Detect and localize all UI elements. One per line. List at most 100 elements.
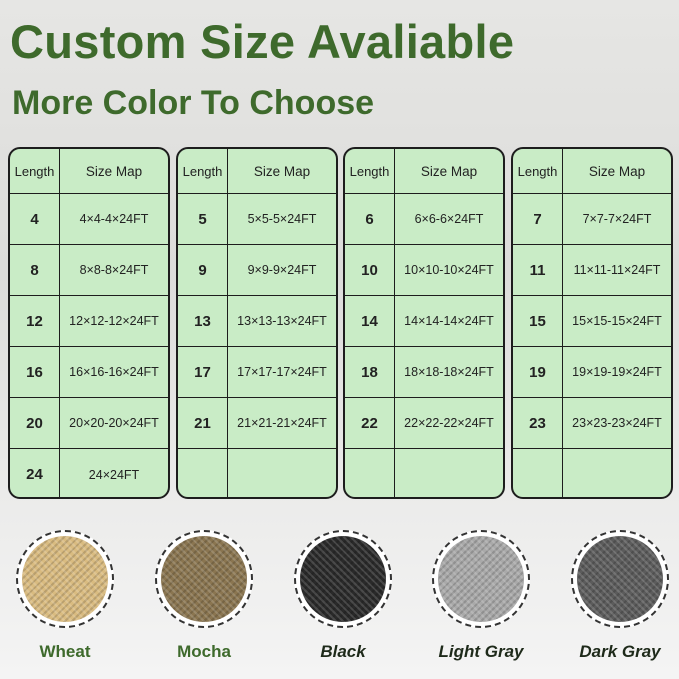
size-cell: 7×7-7×24FT [582, 212, 652, 226]
length-cell: 16 [10, 347, 60, 397]
length-header: Length [178, 149, 228, 193]
size-cell: 13×13-13×24FT [237, 314, 327, 328]
table-row: 14 14×14-14×24FT [345, 296, 503, 347]
header-row: Length Size Map [10, 149, 168, 194]
size-cell [228, 449, 336, 497]
table-row: 12 12×12-12×24FT [10, 296, 168, 347]
length-cell: 11 [513, 245, 563, 295]
color-label: Light Gray [438, 642, 524, 661]
length-cell: 24 [10, 449, 60, 497]
table-row: 20 20×20-20×24FT [10, 398, 168, 449]
length-header: Length [513, 149, 563, 193]
size-cell: 18×18-18×24FT [404, 365, 494, 379]
mesh-texture [577, 536, 663, 622]
table-row [513, 449, 671, 497]
title: Custom Size Avaliable [10, 15, 515, 68]
size-cell: 22×22-22×24FT [404, 416, 494, 430]
size-cell: 11×11-11×24FT [573, 263, 661, 277]
size-cell: 17×17-17×24FT [237, 365, 327, 379]
header-row: Length Size Map [513, 149, 671, 194]
table-row [178, 449, 336, 497]
table-row: 9 9×9-9×24FT [178, 245, 336, 296]
size-cell: 8×8-8×24FT [79, 263, 149, 277]
mesh-texture [161, 536, 247, 622]
size-map-header: Size Map [420, 163, 478, 179]
color-swatch[interactable] [432, 530, 530, 628]
size-cell: 15×15-15×24FT [572, 314, 662, 328]
length-cell: 17 [178, 347, 228, 397]
table-row: 16 16×16-16×24FT [10, 347, 168, 398]
length-cell: 6 [345, 194, 395, 244]
length-cell: 18 [345, 347, 395, 397]
size-cell: 20×20-20×24FT [69, 416, 159, 430]
table-row: 10 10×10-10×24FT [345, 245, 503, 296]
size-map-header: Size Map [85, 163, 143, 179]
color-swatch[interactable] [155, 530, 253, 628]
size-cell: 6×6-6×24FT [414, 212, 484, 226]
length-cell: 22 [345, 398, 395, 448]
mesh-texture [22, 536, 108, 622]
table-row [345, 449, 503, 497]
length-cell: 12 [10, 296, 60, 346]
size-map-header: Size Map [588, 163, 646, 179]
length-cell: 21 [178, 398, 228, 448]
length-header: Length [10, 149, 60, 193]
table-row: 23 23×23-23×24FT [513, 398, 671, 449]
table-row: 17 17×17-17×24FT [178, 347, 336, 398]
table-row: 4 4×4-4×24FT [10, 194, 168, 245]
size-cell: 4×4-4×24FT [79, 212, 149, 226]
table-row: 11 11×11-11×24FT [513, 245, 671, 296]
size-table: Length Size Map 7 7×7-7×24FT 11 11×11-11×24FT… [511, 147, 673, 499]
length-cell: 9 [178, 245, 228, 295]
color-label: Wheat [39, 642, 91, 661]
table-row: 7 7×7-7×24FT [513, 194, 671, 245]
size-map-header: Size Map [253, 163, 311, 179]
length-cell: 4 [10, 194, 60, 244]
size-table: Length Size Map 6 6×6-6×24FT 10 10×10-10×24FT… [343, 147, 505, 499]
size-cell [563, 449, 671, 497]
length-cell: 8 [10, 245, 60, 295]
length-cell: 15 [513, 296, 563, 346]
size-cell: 21×21-21×24FT [237, 416, 327, 430]
header-row: Length Size Map [345, 149, 503, 194]
length-header: Length [345, 149, 395, 193]
subtitle: More Color To Choose [12, 84, 375, 122]
length-cell: 14 [345, 296, 395, 346]
length-cell: 20 [10, 398, 60, 448]
length-cell: 23 [513, 398, 563, 448]
mesh-texture [300, 536, 386, 622]
length-cell: 7 [513, 194, 563, 244]
length-cell: 10 [345, 245, 395, 295]
color-swatch[interactable] [571, 530, 669, 628]
size-cell: 10×10-10×24FT [404, 263, 494, 277]
table-row: 6 6×6-6×24FT [345, 194, 503, 245]
size-cell: 12×12-12×24FT [69, 314, 159, 328]
size-cell: 24×24FT [88, 467, 140, 482]
table-row: 21 21×21-21×24FT [178, 398, 336, 449]
table-row: 24 24×24FT [10, 449, 168, 497]
size-cell: 23×23-23×24FT [572, 416, 662, 430]
size-cell: 19×19-19×24FT [572, 365, 662, 379]
table-row: 18 18×18-18×24FT [345, 347, 503, 398]
length-cell [513, 449, 563, 497]
table-row: 15 15×15-15×24FT [513, 296, 671, 347]
table-row: 22 22×22-22×24FT [345, 398, 503, 449]
mesh-texture [438, 536, 524, 622]
table-row: 8 8×8-8×24FT [10, 245, 168, 296]
color-swatch[interactable] [294, 530, 392, 628]
length-cell [345, 449, 395, 497]
length-cell: 5 [178, 194, 228, 244]
color-swatch[interactable] [16, 530, 114, 628]
size-cell: 14×14-14×24FT [404, 314, 494, 328]
table-row: 5 5×5-5×24FT [178, 194, 336, 245]
color-label: Dark Gray [579, 642, 661, 661]
length-cell [178, 449, 228, 497]
size-cell [395, 449, 503, 497]
size-cell: 16×16-16×24FT [69, 365, 159, 379]
color-label: Mocha [177, 642, 231, 661]
length-cell: 13 [178, 296, 228, 346]
length-cell: 19 [513, 347, 563, 397]
size-table: Length Size Map 4 4×4-4×24FT 8 8×8-8×24FT 12 12… [8, 147, 170, 499]
table-row: 13 13×13-13×24FT [178, 296, 336, 347]
table-row: 19 19×19-19×24FT [513, 347, 671, 398]
